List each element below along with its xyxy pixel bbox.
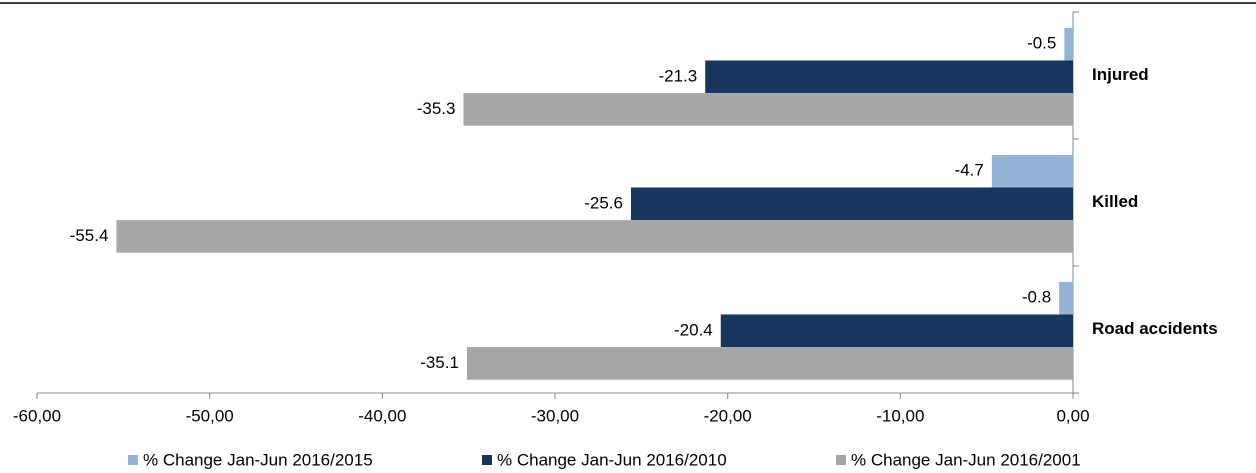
value-label: -35.3 [417,99,456,118]
value-label: -55.4 [70,226,109,245]
legend-label: % Change Jan-Jun 2016/2010 [497,450,727,469]
bar [630,187,1073,221]
legend-label: % Change Jan-Jun 2016/2015 [143,450,373,469]
legend-swatch [482,455,492,465]
x-tick-label: 0,00 [1056,406,1089,425]
bar [705,60,1073,94]
x-tick-label: -20,00 [704,406,752,425]
category-label: Killed [1092,192,1138,211]
x-tick-label: -40,00 [358,406,406,425]
value-label: -21.3 [658,66,697,85]
bar [116,220,1074,253]
x-tick-label: -50,00 [186,406,234,425]
legend-swatch [836,455,846,465]
value-label: -20.4 [674,320,713,339]
value-label: -4.7 [955,161,984,180]
x-tick-label: -30,00 [531,406,579,425]
bar [991,154,1073,188]
x-tick-label: -60,00 [13,406,61,425]
legend-label: % Change Jan-Jun 2016/2001 [851,450,1081,469]
value-label: -25.6 [584,193,623,212]
value-label: -35.1 [420,353,459,372]
bar [466,347,1073,380]
value-label: -0.5 [1027,34,1056,53]
bar [1059,281,1073,315]
bar [463,93,1073,126]
category-label: Road accidents [1092,319,1218,338]
legend-swatch [128,455,138,465]
x-tick-label: -10,00 [876,406,924,425]
bar [720,314,1073,348]
value-label: -0.8 [1022,288,1051,307]
bar [1064,27,1073,61]
category-label: Injured [1092,65,1149,84]
